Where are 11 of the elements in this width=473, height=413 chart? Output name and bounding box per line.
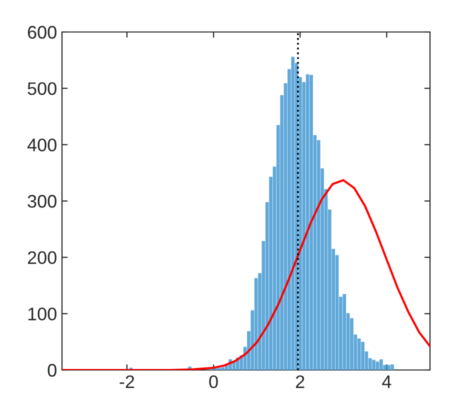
x-tick-label: 2: [296, 375, 304, 388]
y-tick-label: 500: [28, 82, 56, 96]
x-tick-label: 4: [382, 376, 392, 388]
y-tick-label: 0: [48, 364, 56, 377]
y-tick-label: 600: [28, 26, 56, 39]
x-tick-label: -2: [120, 375, 134, 388]
x-tick-label: 0: [209, 375, 218, 388]
y-tick-label: 300: [28, 194, 56, 208]
y-tick-label: 200: [28, 251, 56, 264]
y-tick-label: 100: [28, 308, 56, 320]
y-tick-label: 400: [27, 138, 56, 152]
